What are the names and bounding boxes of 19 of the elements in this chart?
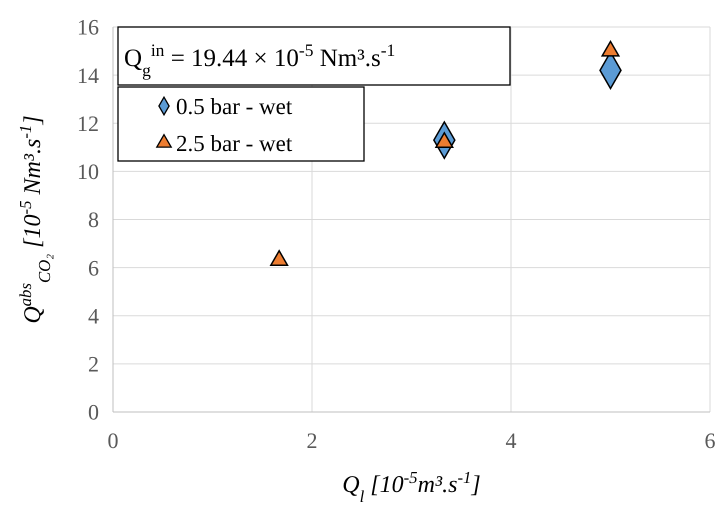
x-tick-label: 6 — [704, 428, 716, 453]
y-tick-label: 0 — [88, 400, 99, 425]
y-tick-label: 8 — [88, 207, 99, 232]
y-tick-label: 10 — [77, 159, 99, 184]
x-tick-label: 2 — [306, 428, 318, 453]
point — [601, 40, 620, 57]
y-tick-label: 2 — [88, 352, 99, 377]
x-axis-title: Q$_{l}$ [10$^{-5}$m³.s$^{-1}$] — [342, 468, 481, 506]
annotation: Q$_{g}$$^{in}$ = 19.44 × 10$^{-5}$ Nm³.s$^{-1}$ — [124, 40, 396, 80]
y-tick-label: 12 — [77, 110, 99, 136]
point — [270, 250, 288, 266]
legend-label: 0.5 bar - wet — [176, 94, 293, 120]
legend-label: 2.5 bar - wet — [176, 131, 293, 156]
x-tick-label: 4 — [506, 428, 516, 453]
x-tick-label: 0 — [108, 428, 118, 453]
y-tick-label: 14 — [77, 62, 99, 88]
y-tick-label: 6 — [88, 255, 99, 280]
y-tick-label: 16 — [77, 14, 99, 40]
y-tick-label: 4 — [88, 303, 99, 328]
